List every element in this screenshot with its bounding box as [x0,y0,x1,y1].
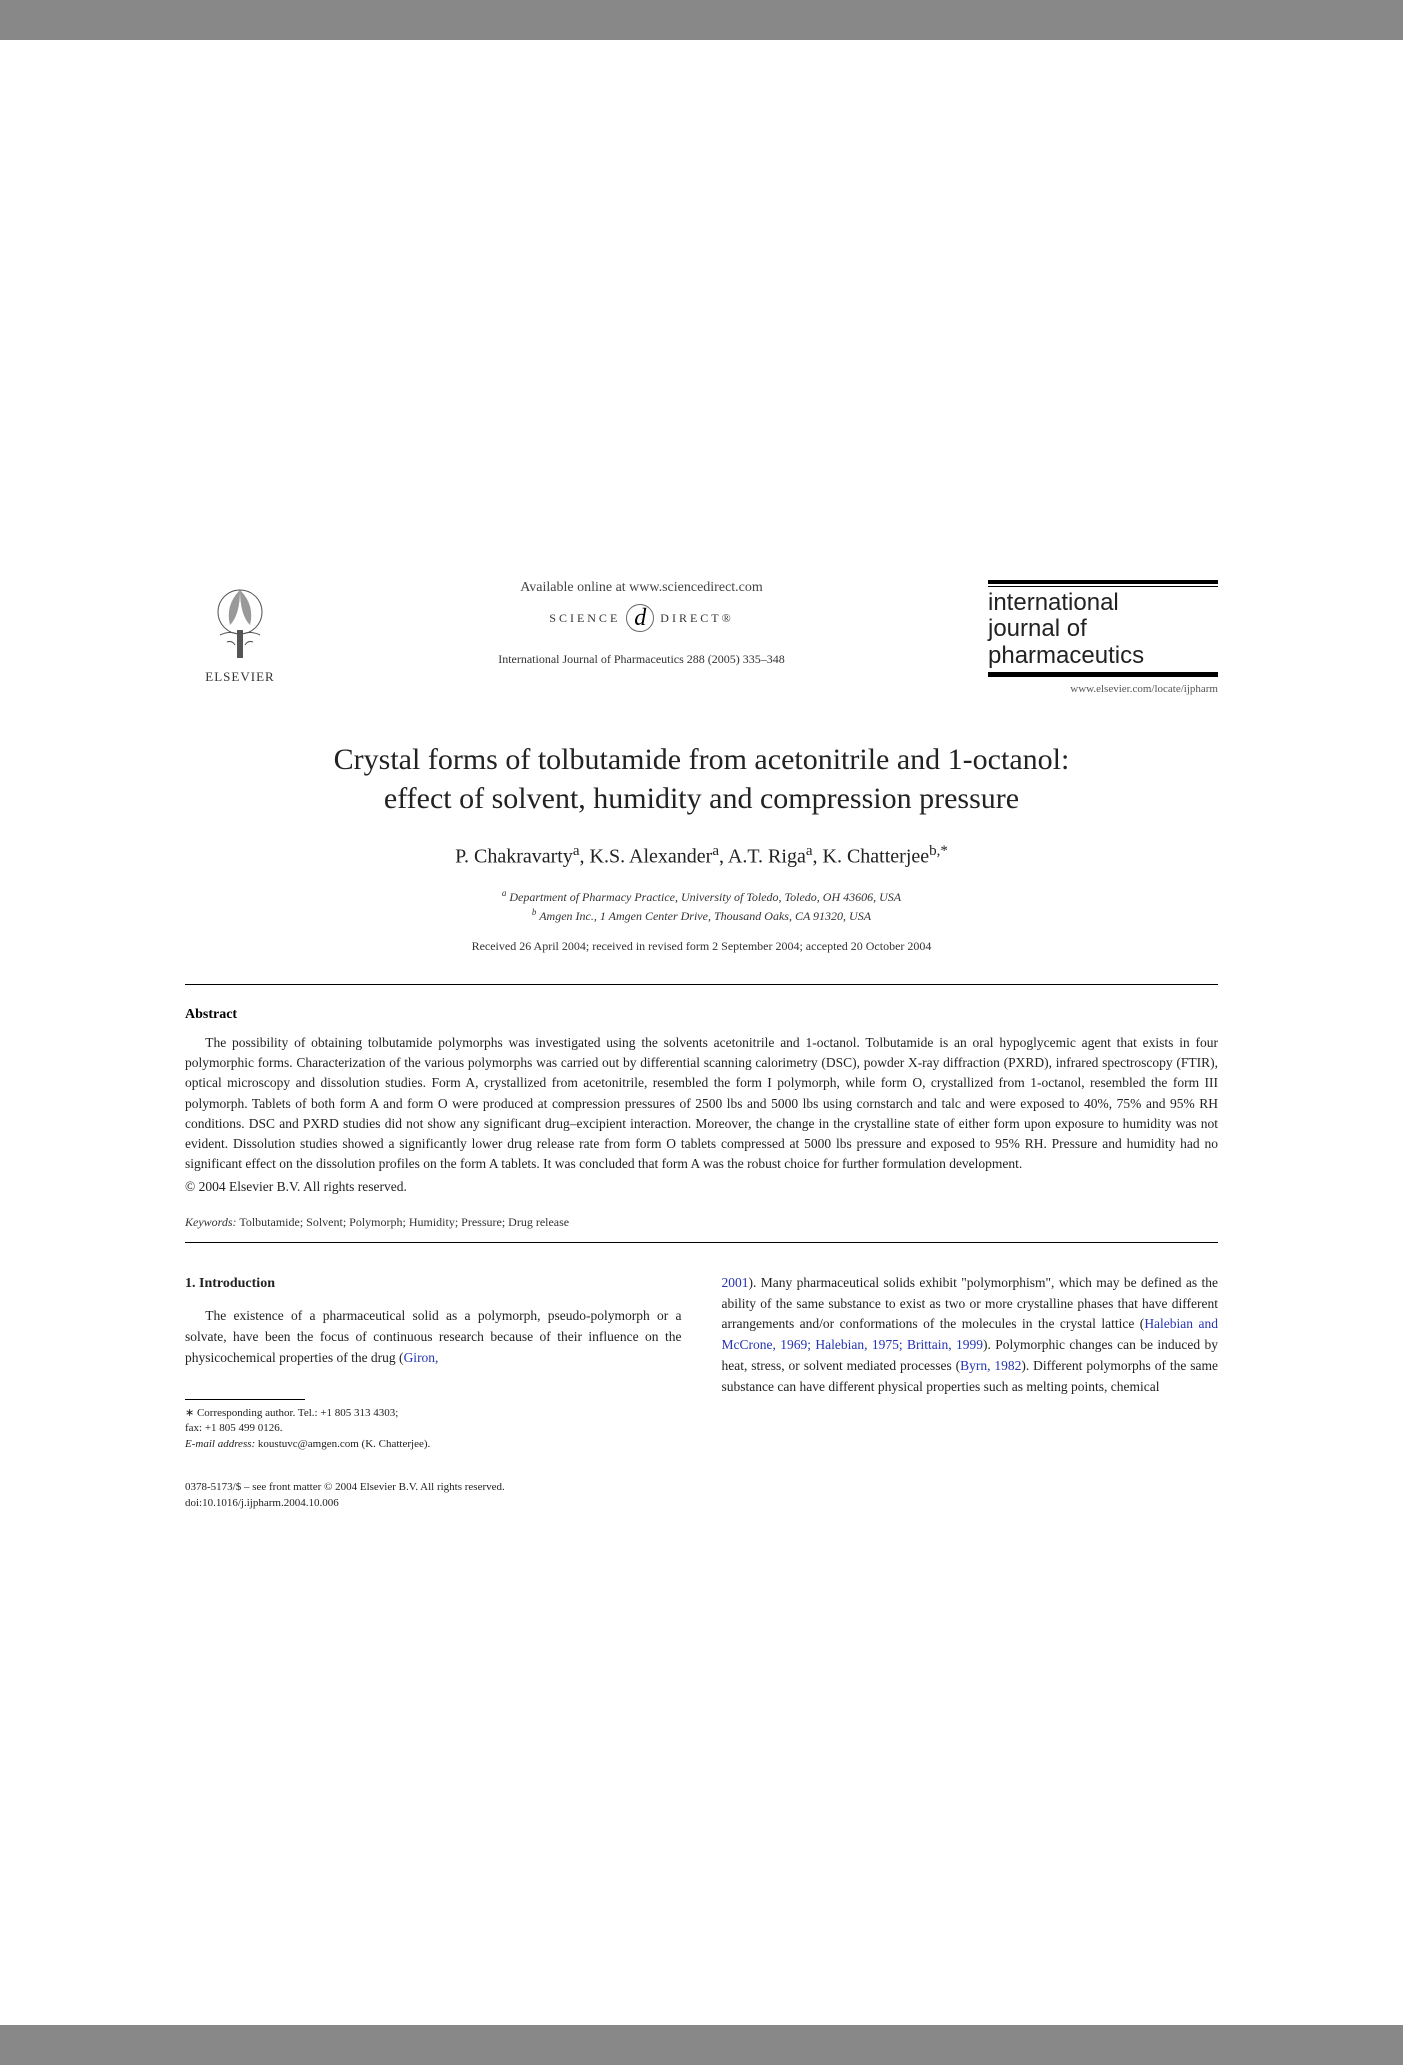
author-1-sup: a [573,843,580,859]
journal-name: international journal of pharmaceutics [988,587,1218,672]
email-label: E-mail address: [185,1438,255,1450]
sd-text-right: DIRECT® [660,611,733,626]
journal-url: www.elsevier.com/locate/ijpharm [988,683,1218,695]
elsevier-logo-block: ELSEVIER [185,580,295,685]
intro-right-link1[interactable]: 2001 [722,1275,749,1290]
affil-a: Department of Pharmacy Practice, Univers… [506,890,901,904]
rule-before-abstract [185,984,1218,985]
author-3: , A.T. Riga [719,846,806,868]
header-center: Available online at www.sciencedirect.co… [295,580,988,667]
header-row: ELSEVIER Available online at www.science… [185,580,1218,695]
intro-right-link3[interactable]: Byrn, 1982 [960,1358,1021,1373]
doi-line2: doi:10.1016/j.ijpharm.2004.10.006 [185,1497,339,1509]
received-dates: Received 26 April 2004; received in revi… [185,939,1218,954]
right-column: 2001). Many pharmaceutical solids exhibi… [722,1273,1219,1453]
corr-star: ∗ [185,1407,194,1419]
body-columns: 1. Introduction The existence of a pharm… [185,1273,1218,1453]
email-value: koustuvc@amgen.com (K. Chatterjee). [255,1438,430,1450]
journal-rule-top [988,580,1218,584]
author-3-sup: a [806,843,813,859]
title-line2: effect of solvent, humidity and compress… [384,782,1019,815]
doi-block: 0378-5173/$ – see front matter © 2004 El… [185,1480,1218,1511]
authors-line: P. Chakravartya, K.S. Alexandera, A.T. R… [185,843,1218,869]
abstract-copyright: © 2004 Elsevier B.V. All rights reserved… [185,1179,1218,1195]
intro-left-link[interactable]: Giron, [404,1350,439,1365]
keywords-label: Keywords: [185,1215,237,1229]
intro-right-para: 2001). Many pharmaceutical solids exhibi… [722,1273,1219,1399]
keywords-line: Keywords: Tolbutamide; Solvent; Polymorp… [185,1215,1218,1230]
abstract-heading: Abstract [185,1007,1218,1023]
author-4-sup: b, [929,843,940,859]
citation-line: International Journal of Pharmaceutics 2… [315,652,968,667]
corr-text: Corresponding author. Tel.: +1 805 313 4… [194,1407,398,1419]
affil-b: Amgen Inc., 1 Amgen Center Drive, Thousa… [536,909,871,923]
author-2-sup: a [712,843,719,859]
author-1: P. Chakravarty [455,846,573,868]
paper-title: Crystal forms of tolbutamide from aceton… [185,740,1218,818]
paper-page: ELSEVIER Available online at www.science… [0,40,1403,2025]
author-2: , K.S. Alexander [580,846,713,868]
abstract-body: The possibility of obtaining tolbutamide… [185,1033,1218,1175]
rule-after-keywords [185,1242,1218,1243]
corr-fax: fax: +1 805 499 0126. [185,1422,283,1434]
elsevier-tree-icon [205,580,275,660]
journal-title-block: international journal of pharmaceutics w… [988,580,1218,695]
author-4: , K. Chatterjee [813,846,930,868]
journal-line3: pharmaceutics [988,642,1144,669]
author-4-star: * [940,843,948,859]
journal-rule-bot2 [988,673,1218,677]
doi-line1: 0378-5173/$ – see front matter © 2004 El… [185,1481,505,1493]
footnote-rule [185,1399,305,1400]
journal-line2: journal of [988,615,1087,642]
sciencedirect-logo: SCIENCE d DIRECT® [315,604,968,632]
corresponding-footnote: ∗ Corresponding author. Tel.: +1 805 313… [185,1406,682,1452]
available-online-text: Available online at www.sciencedirect.co… [315,580,968,596]
intro-heading: 1. Introduction [185,1273,682,1295]
sd-at-icon: d [626,604,654,632]
intro-left-para: The existence of a pharmaceutical solid … [185,1306,682,1369]
affiliations: a Department of Pharmacy Practice, Unive… [185,887,1218,925]
keywords-text: Tolbutamide; Solvent; Polymorph; Humidit… [237,1215,570,1229]
title-line1: Crystal forms of tolbutamide from aceton… [334,743,1070,776]
sd-text-left: SCIENCE [549,611,620,626]
journal-line1: international [988,589,1119,616]
elsevier-label: ELSEVIER [185,669,295,685]
left-column: 1. Introduction The existence of a pharm… [185,1273,682,1453]
